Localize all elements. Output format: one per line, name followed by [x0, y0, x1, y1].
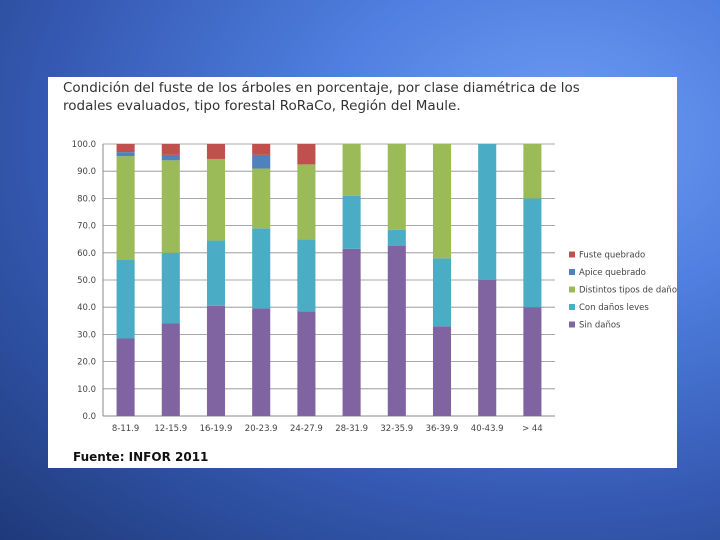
bar-segment [478, 280, 497, 416]
x-tick-label: 24-27.9 [290, 424, 323, 434]
bar-segment [342, 248, 361, 416]
legend-label: Sin daños [579, 321, 621, 331]
y-tick-label: 30.0 [77, 330, 96, 340]
bar-segment [161, 160, 180, 253]
x-tick-label: > 44 [522, 424, 543, 434]
legend-label: Con daños leves [579, 303, 649, 313]
bar-segment [206, 158, 226, 241]
legend-swatch [569, 321, 575, 328]
legend-swatch [569, 286, 575, 293]
bar-segment [161, 323, 180, 416]
y-tick-label: 60.0 [77, 249, 96, 259]
bar-segment [206, 144, 226, 159]
legend-swatch [569, 269, 575, 275]
bar-segment [342, 144, 361, 196]
bar-segment [523, 198, 542, 308]
y-tick-label: 70.0 [77, 222, 96, 232]
y-tick-label: 10.0 [77, 385, 96, 395]
x-tick-label: 20-23.9 [245, 424, 278, 434]
bar-segment [161, 252, 180, 324]
bar-segment [432, 258, 452, 327]
legend-label: Distintos tipos de daño [579, 286, 677, 296]
bar-segment [387, 229, 406, 246]
bar-segment [116, 259, 135, 339]
bar-segment [478, 144, 497, 280]
y-tick-label: 80.0 [77, 194, 96, 204]
x-tick-label: 12-15.9 [154, 424, 187, 434]
bar-segment [116, 338, 135, 416]
y-tick-label: 50.0 [77, 276, 96, 286]
x-tick-label: 32-35.9 [380, 424, 413, 434]
bar-segment [252, 144, 271, 155]
y-tick-label: 90.0 [77, 167, 96, 177]
bar-segment [432, 326, 452, 416]
bar-segment [252, 308, 271, 416]
y-tick-label: 40.0 [77, 303, 96, 313]
bar-segment [523, 144, 542, 199]
bar-segment [432, 144, 452, 259]
bar-segment [116, 156, 135, 260]
bar-segment [297, 164, 316, 240]
legend-swatch [569, 251, 575, 258]
bar-segment [342, 195, 361, 249]
bar-segment [116, 152, 135, 157]
x-tick-label: 40-43.9 [471, 424, 504, 434]
bar-segment [252, 168, 271, 229]
chart-title: Condición del fuste de los árboles en po… [63, 80, 580, 114]
x-tick-label: 28-31.9 [335, 424, 368, 434]
legend-label: Apice quebrado [579, 268, 646, 278]
stacked-bar-chart: 0.0 10.0 20.0 30.0 40.0 50.0 60.0 70.0 80.0 90.0 1… [72, 140, 677, 434]
bar-segment [387, 144, 406, 230]
bar-segment [252, 154, 271, 169]
y-tick-label: 20.0 [77, 358, 96, 368]
bar-segment [161, 144, 180, 155]
y-tick-label: 0.0 [82, 412, 96, 422]
bar-segment [161, 154, 180, 161]
bar-segment [206, 240, 226, 306]
bar-segment [523, 307, 542, 416]
x-tick-label: 36-39.9 [426, 424, 459, 434]
x-tick-label: 16-19.9 [200, 424, 233, 434]
bar-segment [116, 144, 135, 153]
bar-segment [206, 305, 226, 416]
legend-label: Fuste quebrado [579, 251, 645, 261]
x-tick-label: 8-11.9 [112, 424, 139, 434]
bar-segment [387, 246, 406, 416]
legend-swatch [569, 304, 575, 310]
bar-segment [297, 311, 316, 416]
bar-segment [252, 228, 271, 309]
source-note: Fuente: INFOR 2011 [73, 450, 209, 464]
chart-panel: Condición del fuste de los árboles en po… [48, 77, 677, 468]
bar-segment [297, 239, 316, 312]
y-tick-label: 100.0 [72, 140, 96, 150]
bar-segment [297, 144, 316, 165]
